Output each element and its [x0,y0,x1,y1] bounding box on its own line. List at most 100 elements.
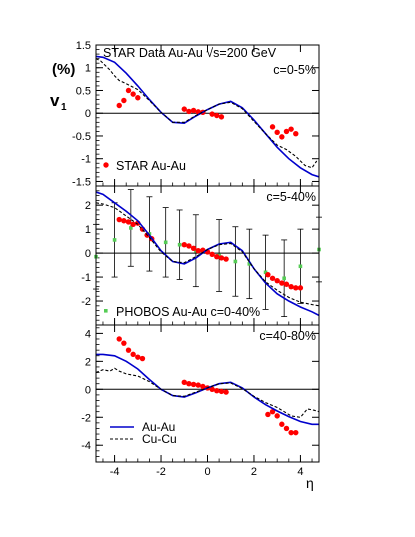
x-axis-label: η [306,475,314,491]
star-point [269,124,276,130]
star-point [274,413,280,419]
star-point [274,277,280,284]
phobos-point [129,226,133,230]
star-point [139,355,146,362]
phobos-point [298,264,303,269]
star-point [283,281,290,287]
star-point [125,347,132,353]
star-point [214,388,220,394]
y-tick-label: -0.5 [72,131,91,143]
au-au-curve [96,55,319,178]
star-point [195,248,201,254]
star-point [130,91,136,97]
y-tick-label: 0 [85,248,91,260]
phobos-point [233,259,238,264]
star-point [200,383,206,390]
panel-1: -1.5 -1 -0.5 0 0.5 1 1.5 c=0-5% STAR Au-Au [72,40,320,188]
panel-frame [95,324,320,463]
phobos-point [263,270,268,275]
star-point [121,97,127,104]
star-point [265,411,271,418]
star-point [279,134,285,140]
panels-group: -1.5 -1 -0.5 0 0.5 1 1.5 c=0-5% STAR Au-Au -2 -1 0 1… [72,40,322,478]
star-point [186,108,192,115]
y-tick-label: 0 [85,384,91,396]
star-point [218,388,225,395]
cu-cu-curve [96,58,318,169]
phobos-point [177,242,182,247]
star-point [116,216,122,223]
star-point [223,389,229,395]
star-point [135,95,141,101]
y-tick-label: 1.5 [76,40,91,52]
centrality-label: c=0-5% [273,63,316,77]
phobos-point [112,238,117,242]
y-tick-label: -2 [81,296,91,308]
y-tick-label: -1 [81,272,91,284]
centrality-label: c=5-40% [266,190,316,204]
star-point [121,340,127,346]
y-tick-label: -2 [81,412,91,424]
star-point [297,285,304,291]
legend-star-marker [103,162,109,168]
star-point [195,382,201,388]
y-tick-label: 2 [85,356,91,368]
star-point [288,283,294,290]
y-tick-label: 0 [85,108,91,120]
star-point [186,243,192,249]
star-point [288,126,294,132]
star-point [209,111,215,117]
y-tick-label: 0.5 [76,85,91,97]
legend-phobos-label: PHOBOS Au-Au c=0-40% [116,305,260,319]
star-point [293,130,299,137]
star-point [190,107,197,114]
legend-label: Au-Au [142,420,175,434]
y-axis-label: v [50,91,60,110]
star-point [135,354,141,360]
star-point [279,280,285,286]
star-point [181,242,187,248]
legend-phobos-marker [104,309,108,313]
y-tick-label: 2 [85,200,91,212]
y-axis-label-subscript: 1 [61,102,67,113]
star-point [130,351,136,358]
star-point [116,102,122,109]
chart-title: STAR Data Au-Au √s=200 GeV [103,46,277,60]
centrality-label: c=40-80% [259,329,316,343]
star-point [218,255,225,261]
star-point [283,128,290,135]
star-point [279,421,285,427]
star-point [209,251,215,258]
star-point [190,381,197,388]
star-point [125,87,132,94]
y-axis-unit-label: (%) [52,61,75,78]
star-point [181,379,187,386]
y-tick-label: -1.5 [72,176,91,188]
phobos-point [163,240,168,245]
star-point [121,218,127,224]
star-point [283,425,290,432]
x-tick-label: -2 [156,466,166,478]
cu-cu-curve [96,367,319,418]
star-point [209,386,215,393]
star-point [265,271,271,278]
star-point [214,112,220,119]
star-point [274,129,280,136]
star-point [190,245,197,252]
star-point [288,429,294,436]
star-point [293,429,299,436]
x-tick-label: 0 [204,466,210,478]
x-tick-label: 2 [251,466,257,478]
y-tick-label: -1 [81,154,91,166]
star-point [223,256,229,262]
y-tick-label: 1 [85,224,91,236]
phobos-point [247,262,252,266]
legend-label: Cu-Cu [142,432,177,446]
cu-cu-curve [96,202,319,307]
y-tick-label: 4 [85,328,91,340]
star-point [218,114,225,120]
x-tick-label: -4 [110,466,120,478]
panel-2: -2 -1 0 1 2 c=5-40% PHOBOS Au-Au c=0-40% [81,185,322,326]
